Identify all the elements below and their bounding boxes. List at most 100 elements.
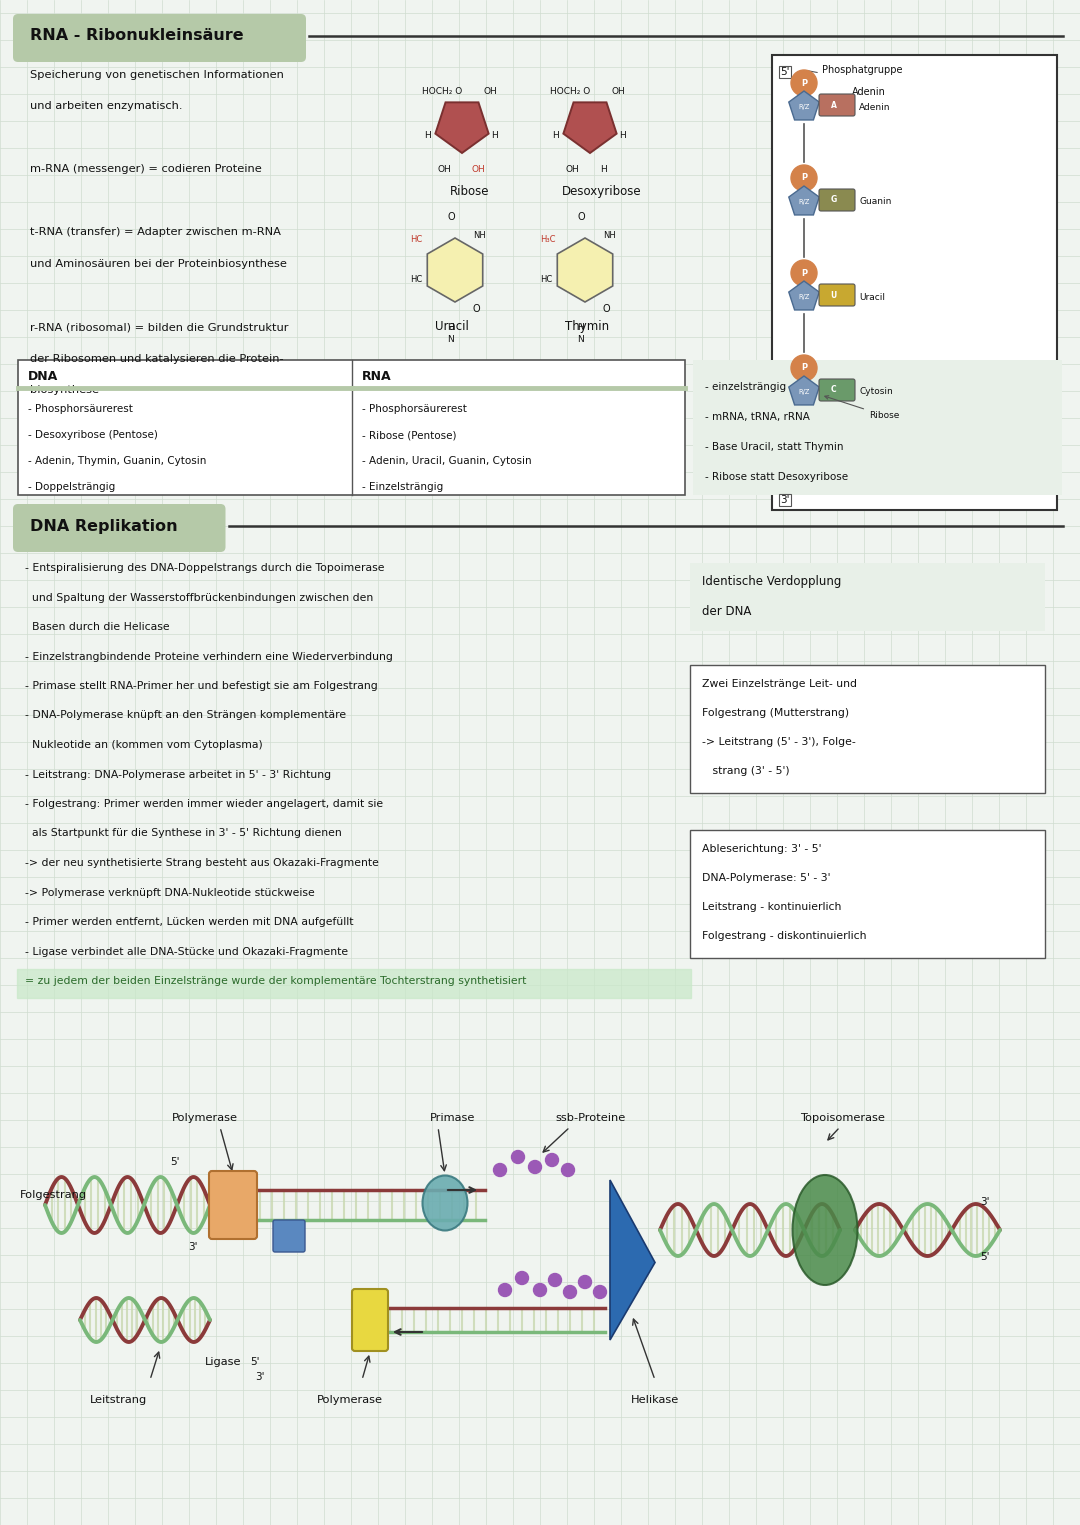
Text: biosynthese: biosynthese: [30, 384, 99, 395]
Polygon shape: [788, 377, 820, 406]
Text: Identische Verdopplung: Identische Verdopplung: [702, 575, 841, 589]
Text: Primase: Primase: [430, 1113, 475, 1122]
Text: N: N: [577, 336, 584, 345]
FancyBboxPatch shape: [210, 1171, 257, 1238]
Polygon shape: [428, 238, 483, 302]
Text: OH: OH: [484, 87, 498, 96]
Text: HC: HC: [540, 276, 552, 285]
Circle shape: [549, 1273, 562, 1287]
Text: Speicherung von genetischen Informationen: Speicherung von genetischen Informatione…: [30, 70, 284, 79]
Text: und Aminosäuren bei der Proteinbiosynthese: und Aminosäuren bei der Proteinbiosynth…: [30, 259, 287, 268]
Circle shape: [545, 1153, 558, 1167]
Text: Ableserichtung: 3' - 5': Ableserichtung: 3' - 5': [702, 843, 822, 854]
Text: H₃C: H₃C: [540, 235, 555, 244]
Circle shape: [594, 1286, 607, 1298]
Text: - Primer werden entfernt, Lücken werden mit DNA aufgefüllt: - Primer werden entfernt, Lücken werden …: [25, 917, 353, 927]
Text: Polymerase: Polymerase: [172, 1113, 238, 1122]
Text: -> Polymerase verknüpft DNA-Nukleotide stückweise: -> Polymerase verknüpft DNA-Nukleotide s…: [25, 888, 314, 898]
Text: Folgestrang (Mutterstrang): Folgestrang (Mutterstrang): [702, 708, 849, 718]
Text: R/Z: R/Z: [798, 198, 810, 204]
Text: - Base Uracil, statt Thymin: - Base Uracil, statt Thymin: [705, 442, 843, 451]
Ellipse shape: [793, 1174, 858, 1286]
Text: r-RNA (ribosomal) = bilden die Grundstruktur: r-RNA (ribosomal) = bilden die Grundstru…: [30, 322, 288, 332]
Text: H: H: [619, 131, 625, 139]
Text: - Entspiralisierung des DNA-Doppelstrangs durch die Topoimerase: - Entspiralisierung des DNA-Doppelstrang…: [25, 563, 384, 573]
Text: - Einzelsträngig: - Einzelsträngig: [362, 482, 443, 493]
Text: 3': 3': [188, 1241, 198, 1252]
Text: H: H: [424, 131, 431, 139]
Text: Guanin: Guanin: [859, 198, 891, 206]
Text: Ligase: Ligase: [205, 1357, 242, 1366]
Bar: [690, 830, 1045, 958]
Text: 5': 5': [980, 1252, 989, 1263]
Text: 5': 5': [249, 1357, 259, 1366]
Text: Desoxyribose: Desoxyribose: [562, 185, 642, 198]
Text: R/Z: R/Z: [798, 104, 810, 110]
Text: - Desoxyribose (Pentose): - Desoxyribose (Pentose): [28, 430, 158, 441]
Text: - Leitstrang: DNA-Polymerase arbeitet in 5' - 3' Richtung: - Leitstrang: DNA-Polymerase arbeitet in…: [25, 770, 332, 779]
Text: O: O: [577, 212, 584, 223]
Bar: [17, 968, 691, 997]
Polygon shape: [435, 102, 488, 152]
Text: O: O: [603, 303, 610, 314]
Text: Ribose: Ribose: [450, 185, 489, 198]
Text: 5': 5': [780, 67, 789, 76]
Text: U: U: [831, 290, 837, 299]
Text: Helikase: Helikase: [631, 1395, 679, 1405]
Text: - Adenin, Thymin, Guanin, Cytosin: - Adenin, Thymin, Guanin, Cytosin: [28, 456, 206, 467]
Text: DNA Replikation: DNA Replikation: [30, 518, 177, 534]
Text: A: A: [831, 101, 837, 110]
Text: RNA - Ribonukleinsäure: RNA - Ribonukleinsäure: [30, 29, 244, 44]
Text: Polymerase: Polymerase: [318, 1395, 383, 1405]
Text: - Ribose (Pentose): - Ribose (Pentose): [362, 430, 457, 441]
Text: Zwei Einzelstränge Leit- und: Zwei Einzelstränge Leit- und: [702, 679, 858, 689]
Text: DNA-Polymerase: 5' - 3': DNA-Polymerase: 5' - 3': [702, 872, 831, 883]
FancyBboxPatch shape: [819, 95, 855, 116]
Text: HOCH₂ O: HOCH₂ O: [422, 87, 462, 96]
Text: Folgestrang: Folgestrang: [21, 1190, 87, 1200]
Text: Uracil: Uracil: [435, 320, 469, 332]
Text: - Primase stellt RNA-Primer her und befestigt sie am Folgestrang: - Primase stellt RNA-Primer her und befe…: [25, 682, 378, 691]
Text: DNA: DNA: [28, 371, 58, 383]
Text: H: H: [447, 323, 454, 332]
FancyBboxPatch shape: [819, 380, 855, 401]
Polygon shape: [557, 238, 612, 302]
Text: P: P: [801, 268, 807, 278]
Circle shape: [791, 355, 816, 381]
Text: strang (3' - 5'): strang (3' - 5'): [702, 766, 789, 776]
Text: H: H: [600, 166, 607, 174]
Text: - mRNA, tRNA, rRNA: - mRNA, tRNA, rRNA: [705, 412, 810, 422]
FancyBboxPatch shape: [819, 189, 855, 210]
Text: NH: NH: [603, 230, 616, 239]
Text: R/Z: R/Z: [798, 294, 810, 300]
Text: G: G: [831, 195, 837, 204]
Text: NH: NH: [473, 230, 486, 239]
Circle shape: [791, 259, 816, 287]
Text: - DNA-Polymerase knüpft an den Strängen komplementäre: - DNA-Polymerase knüpft an den Strängen …: [25, 711, 346, 720]
Text: und Spaltung der Wasserstoffbrückenbindungen zwischen den: und Spaltung der Wasserstoffbrückenbindu…: [25, 593, 374, 602]
Text: als Startpunkt für die Synthese in 3' - 5' Richtung dienen: als Startpunkt für die Synthese in 3' - …: [25, 828, 341, 839]
Polygon shape: [788, 281, 820, 310]
Bar: [690, 665, 1045, 793]
Text: t-RNA (transfer) = Adapter zwischen m-RNA: t-RNA (transfer) = Adapter zwischen m-RN…: [30, 227, 281, 238]
Circle shape: [534, 1284, 546, 1296]
Text: P: P: [801, 363, 807, 372]
Text: H: H: [577, 323, 584, 332]
Bar: [772, 55, 1057, 509]
Circle shape: [562, 1164, 575, 1176]
FancyBboxPatch shape: [819, 284, 855, 307]
Text: - Folgestrang: Primer werden immer wieder angelagert, damit sie: - Folgestrang: Primer werden immer wiede…: [25, 799, 383, 808]
Text: -> Leitstrang (5' - 3'), Folge-: -> Leitstrang (5' - 3'), Folge-: [702, 737, 855, 747]
Ellipse shape: [422, 1176, 468, 1231]
Text: -> der neu synthetisierte Strang besteht aus Okazaki-Fragmente: -> der neu synthetisierte Strang besteht…: [25, 859, 379, 868]
FancyBboxPatch shape: [13, 503, 226, 552]
Text: - Einzelstrangbindende Proteine verhindern eine Wiederverbindung: - Einzelstrangbindende Proteine verhinde…: [25, 651, 393, 662]
Text: 5': 5': [170, 1157, 179, 1167]
Polygon shape: [564, 102, 617, 152]
Text: O: O: [447, 212, 455, 223]
Bar: [690, 563, 1045, 631]
Text: Basen durch die Helicase: Basen durch die Helicase: [25, 622, 170, 631]
Text: ssb-Proteine: ssb-Proteine: [555, 1113, 625, 1122]
Text: 3': 3': [980, 1197, 989, 1206]
Text: 3': 3': [780, 496, 789, 505]
